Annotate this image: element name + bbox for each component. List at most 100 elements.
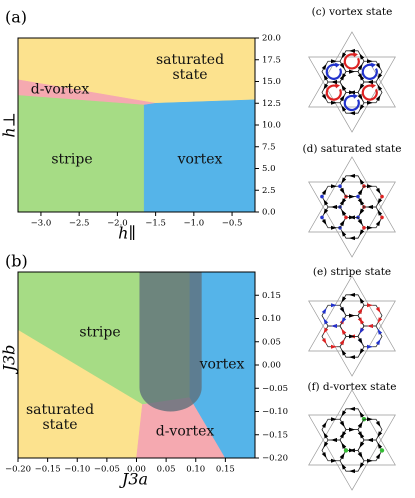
plot-area: [18, 272, 255, 458]
y-tick-label: 5.0: [262, 164, 276, 174]
vortex-arc: [325, 63, 342, 80]
y-tick-label: 0.10: [262, 314, 281, 324]
spin-arrow: [321, 93, 327, 101]
spin-arrow: [377, 209, 383, 216]
spin-dot: [344, 215, 348, 220]
y-axis-label: J3b: [0, 345, 19, 375]
spin-arrow: [349, 90, 355, 95]
spin-arrow: [357, 421, 363, 429]
spin-dot: [362, 225, 366, 230]
spin-arrow: [349, 469, 355, 474]
spin-arrow: [339, 452, 345, 460]
spin-arrow: [339, 62, 345, 70]
x-tick-label: 0.10: [186, 465, 205, 475]
spin-arrow: [359, 318, 365, 325]
spin-arrow: [341, 328, 347, 335]
spin-arrow: [339, 219, 345, 227]
triangle-outline: [308, 56, 396, 133]
spin-arrow: [323, 83, 329, 90]
spin-arrow: [339, 420, 345, 428]
y-tick-label: −0.15: [262, 430, 288, 440]
lattice: [308, 31, 396, 133]
panel-label: (b): [5, 252, 28, 271]
region-label: saturated state: [155, 52, 225, 83]
x-tick-label: −3.0: [31, 219, 52, 229]
spin-arrow: [349, 292, 355, 297]
spin-arrow: [359, 462, 365, 469]
spin-arrow: [367, 417, 373, 422]
spin-arrow: [359, 208, 365, 215]
spin-arrow: [377, 317, 383, 324]
spin-arrow: [359, 297, 365, 304]
spin-arrow: [331, 100, 337, 105]
spin-arrow: [349, 69, 355, 74]
region-label: d-vortex: [155, 423, 215, 440]
y-tick-label: 2.5: [262, 186, 276, 196]
spin-arrow: [359, 83, 365, 90]
region: [18, 329, 143, 458]
region-label: stripe: [51, 151, 93, 168]
region: [18, 95, 145, 212]
x-tick-label: −0.05: [94, 465, 120, 475]
spin-arrow: [331, 324, 337, 328]
spin-arrow: [357, 63, 363, 71]
spin-arrow: [331, 303, 337, 308]
y-tick-label: −0.10: [262, 407, 288, 417]
y-tick-label: 20.0: [262, 34, 281, 44]
spin-arrow: [359, 104, 365, 111]
triangle-outline: [308, 156, 396, 233]
spin-arrow: [321, 337, 327, 345]
spin-arrow: [323, 199, 329, 206]
spin-arrow: [331, 80, 337, 84]
panel-label: (a): [5, 8, 27, 27]
spin-arrow: [377, 84, 383, 91]
vortex-arc: [343, 53, 360, 70]
spin-arrow: [349, 111, 355, 116]
spin-arrow: [341, 431, 347, 438]
spin-arrow: [359, 53, 365, 60]
x-axis-label: J3a: [119, 470, 148, 489]
spin-arrow: [341, 317, 347, 324]
spin-arrow: [341, 463, 347, 470]
inset-caption: (f) d-vortex state: [308, 381, 397, 393]
triangle-outline: [308, 31, 396, 108]
spin-arrow: [323, 318, 329, 325]
vortex-arc: [361, 84, 378, 101]
spin-arrow: [377, 328, 383, 335]
plot-area: [18, 38, 255, 212]
spin-arrow: [367, 438, 373, 442]
spin-arrow: [359, 199, 365, 206]
spin-arrow: [349, 236, 355, 241]
spin-dot: [320, 215, 324, 220]
vortex-head: [353, 93, 358, 99]
spin-arrow: [367, 184, 373, 189]
spin-arrow: [377, 431, 383, 438]
y-tick-label: 12.5: [262, 99, 281, 109]
spin-arrow: [359, 432, 365, 439]
spin-arrow: [375, 94, 381, 102]
region-label: d-vortex: [30, 81, 90, 98]
hexagon: [357, 418, 383, 441]
spin-arrow: [341, 296, 347, 303]
spin-arrow: [341, 349, 347, 356]
y-tick-label: −0.05: [262, 384, 288, 394]
vortex-arc: [361, 63, 378, 80]
spin-arrow: [339, 187, 345, 195]
spin-arrow: [349, 334, 355, 339]
spin-arrow: [349, 448, 355, 453]
spin-arrow: [349, 313, 355, 318]
region-label: stripe: [79, 324, 121, 341]
y-tick-label: 10.0: [262, 121, 281, 131]
spin-arrow: [321, 307, 327, 315]
spin-arrow: [331, 458, 337, 463]
spin-dot: [320, 194, 324, 199]
spin-arrow: [331, 344, 337, 349]
x-tick-label: −0.20: [5, 465, 31, 475]
spin-arrow: [375, 187, 381, 195]
vortex-head: [371, 62, 376, 68]
x-tick-label: −1.5: [145, 219, 166, 229]
spin-arrow: [341, 177, 347, 184]
spin-arrow: [357, 337, 363, 345]
spin-arrow: [331, 417, 337, 422]
